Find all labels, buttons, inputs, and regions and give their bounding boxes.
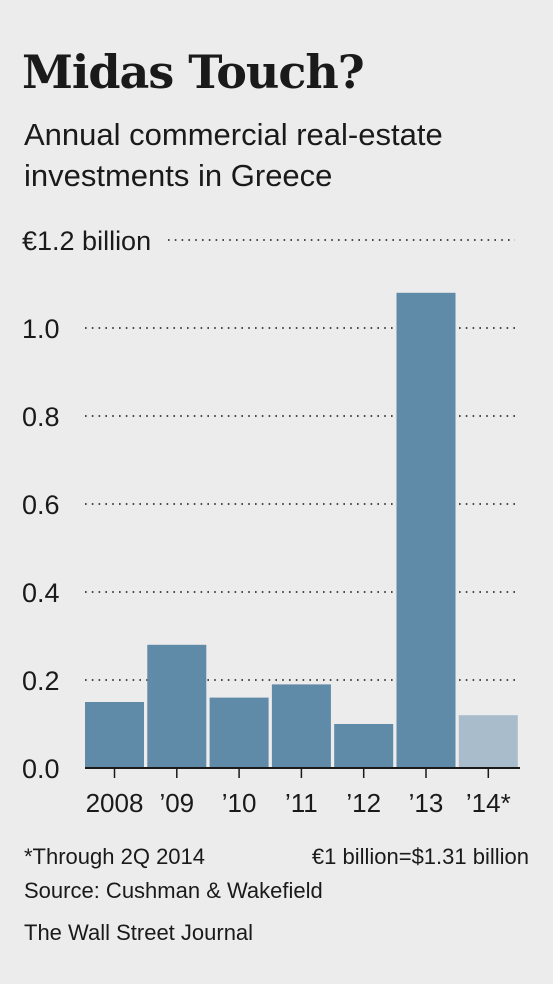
footnote-row: *Through 2Q 2014 €1 billion=$1.31 billio… — [24, 840, 529, 874]
x-axis — [85, 767, 520, 778]
bar-chart: 0.0 0.2 0.4 0.6 0.8 1.0 €1.2 billion 2008 ’09 ’1… — [22, 226, 520, 818]
y-tick-label: 0.0 — [22, 754, 60, 784]
chart-subtitle: Annual commercial real-estate investment… — [24, 117, 443, 193]
y-tick-label: 0.4 — [22, 578, 60, 608]
x-axis-labels: 2008 ’09 ’10 ’11 ’12 ’13 ’14* — [86, 788, 511, 818]
y-tick-label: 1.0 — [22, 314, 60, 344]
bar-2 — [209, 697, 269, 768]
source-line: Source: Cushman & Wakefield — [24, 878, 323, 903]
y-tick-label: €1.2 billion — [22, 226, 151, 256]
bars — [85, 292, 518, 768]
x-tick-label: ’13 — [409, 788, 444, 818]
chart-title: Midas Touch? — [22, 45, 365, 99]
y-tick-label: 0.6 — [22, 490, 60, 520]
publisher-line: The Wall Street Journal — [24, 920, 254, 945]
x-tick-label: ’09 — [159, 788, 194, 818]
x-tick-label: ’14* — [466, 788, 511, 818]
x-tick-label: ’10 — [222, 788, 257, 818]
y-tick-label: 0.8 — [22, 402, 60, 432]
y-tick-label: 0.2 — [22, 666, 60, 696]
bar-6 — [458, 715, 518, 768]
y-axis-labels: 0.0 0.2 0.4 0.6 0.8 1.0 €1.2 billion — [22, 226, 151, 784]
bar-1 — [147, 644, 207, 768]
bar-4 — [334, 724, 394, 768]
bar-5 — [396, 292, 456, 768]
bar-0 — [85, 702, 144, 768]
x-tick-label: 2008 — [86, 788, 144, 818]
bar-3 — [271, 684, 331, 768]
currency-conversion: €1 billion=$1.31 billion — [311, 844, 529, 869]
x-tick-label: ’11 — [285, 788, 318, 818]
footnote-text: *Through 2Q 2014 — [24, 844, 206, 869]
x-tick-label: ’12 — [346, 788, 381, 818]
